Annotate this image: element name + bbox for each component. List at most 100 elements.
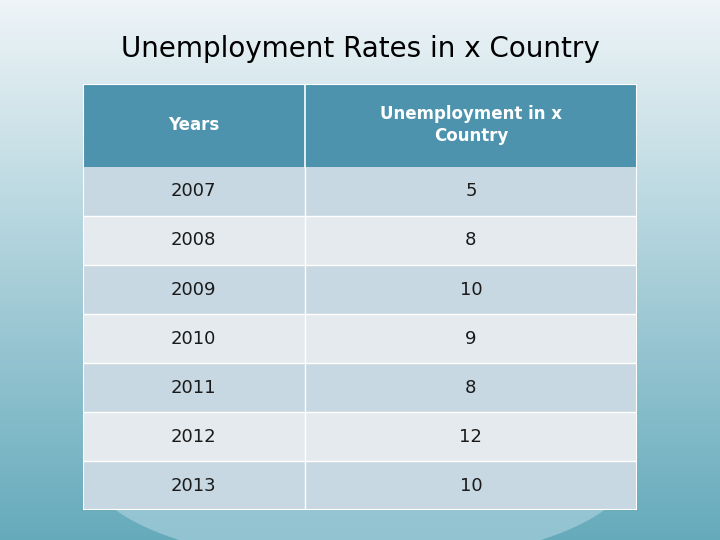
Bar bbox=[0, 234, 720, 236]
Bar bbox=[0, 335, 720, 336]
Text: Unemployment Rates in x Country: Unemployment Rates in x Country bbox=[121, 36, 599, 63]
Bar bbox=[0, 421, 720, 423]
Bar bbox=[0, 297, 720, 299]
Text: 2012: 2012 bbox=[171, 428, 217, 445]
Bar bbox=[0, 34, 720, 36]
Bar bbox=[0, 528, 720, 529]
Bar bbox=[0, 378, 720, 380]
Bar bbox=[0, 241, 720, 243]
Bar bbox=[0, 86, 720, 88]
Bar bbox=[0, 342, 720, 344]
Text: 2010: 2010 bbox=[171, 329, 217, 348]
Bar bbox=[0, 231, 720, 232]
Bar bbox=[0, 356, 720, 358]
Bar bbox=[0, 497, 720, 498]
Bar bbox=[0, 0, 720, 2]
Bar bbox=[0, 218, 720, 220]
Bar bbox=[0, 61, 720, 63]
Text: 8: 8 bbox=[465, 232, 477, 249]
Bar bbox=[0, 223, 720, 225]
Bar bbox=[0, 423, 720, 425]
Bar bbox=[0, 182, 720, 184]
Bar bbox=[0, 58, 720, 59]
Bar bbox=[0, 432, 720, 434]
Bar bbox=[0, 204, 720, 205]
Bar bbox=[0, 177, 720, 178]
Bar bbox=[0, 486, 720, 488]
Bar bbox=[0, 362, 720, 363]
Bar bbox=[0, 43, 720, 45]
Bar bbox=[0, 376, 720, 378]
Bar bbox=[0, 32, 720, 34]
Bar bbox=[0, 266, 720, 268]
Bar bbox=[0, 157, 720, 158]
Bar bbox=[305, 265, 637, 314]
Bar bbox=[0, 236, 720, 238]
Bar bbox=[0, 479, 720, 481]
Bar bbox=[0, 285, 720, 286]
Bar bbox=[0, 171, 720, 173]
Text: 2013: 2013 bbox=[171, 477, 217, 495]
Bar bbox=[0, 174, 720, 177]
Bar bbox=[0, 474, 720, 475]
Bar bbox=[0, 282, 720, 285]
Bar bbox=[0, 88, 720, 90]
Bar bbox=[0, 450, 720, 452]
Bar bbox=[0, 239, 720, 241]
Bar bbox=[0, 140, 720, 142]
Bar bbox=[0, 336, 720, 339]
Bar bbox=[0, 11, 720, 12]
Bar bbox=[0, 366, 720, 367]
Text: 2009: 2009 bbox=[171, 281, 217, 299]
Bar bbox=[0, 417, 720, 420]
Bar bbox=[0, 524, 720, 525]
Bar bbox=[0, 106, 720, 108]
Bar bbox=[0, 363, 720, 366]
Text: 10: 10 bbox=[459, 281, 482, 299]
Bar bbox=[0, 329, 720, 331]
Bar bbox=[0, 90, 720, 92]
Bar bbox=[0, 5, 720, 7]
Bar bbox=[0, 498, 720, 501]
Text: 8: 8 bbox=[465, 379, 477, 397]
Bar bbox=[0, 339, 720, 340]
Bar bbox=[0, 490, 720, 491]
Bar bbox=[0, 214, 720, 216]
Bar bbox=[0, 146, 720, 147]
Bar bbox=[0, 396, 720, 398]
Bar bbox=[0, 139, 720, 140]
Bar bbox=[305, 412, 637, 461]
Bar bbox=[0, 221, 720, 223]
Bar bbox=[0, 261, 720, 263]
Bar bbox=[305, 314, 637, 363]
Bar bbox=[0, 448, 720, 450]
Bar bbox=[0, 371, 720, 373]
Bar bbox=[0, 531, 720, 533]
Bar bbox=[0, 434, 720, 436]
Bar bbox=[0, 427, 720, 428]
Bar bbox=[0, 72, 720, 74]
Bar bbox=[0, 347, 720, 349]
Bar bbox=[0, 135, 720, 137]
Bar bbox=[0, 535, 720, 536]
Bar bbox=[0, 124, 720, 126]
Bar bbox=[0, 405, 720, 407]
Bar bbox=[0, 265, 720, 266]
Bar bbox=[0, 455, 720, 457]
Bar bbox=[0, 133, 720, 135]
Bar bbox=[0, 461, 720, 463]
Bar bbox=[0, 286, 720, 288]
Bar bbox=[0, 247, 720, 248]
Bar bbox=[0, 205, 720, 207]
Bar bbox=[0, 254, 720, 255]
Bar bbox=[0, 96, 720, 97]
Bar bbox=[0, 488, 720, 490]
Bar bbox=[0, 301, 720, 302]
Bar bbox=[0, 515, 720, 517]
Bar bbox=[83, 265, 305, 314]
Bar bbox=[0, 15, 720, 16]
Bar bbox=[0, 506, 720, 508]
Bar bbox=[0, 232, 720, 234]
Bar bbox=[0, 50, 720, 52]
Bar bbox=[0, 412, 720, 414]
